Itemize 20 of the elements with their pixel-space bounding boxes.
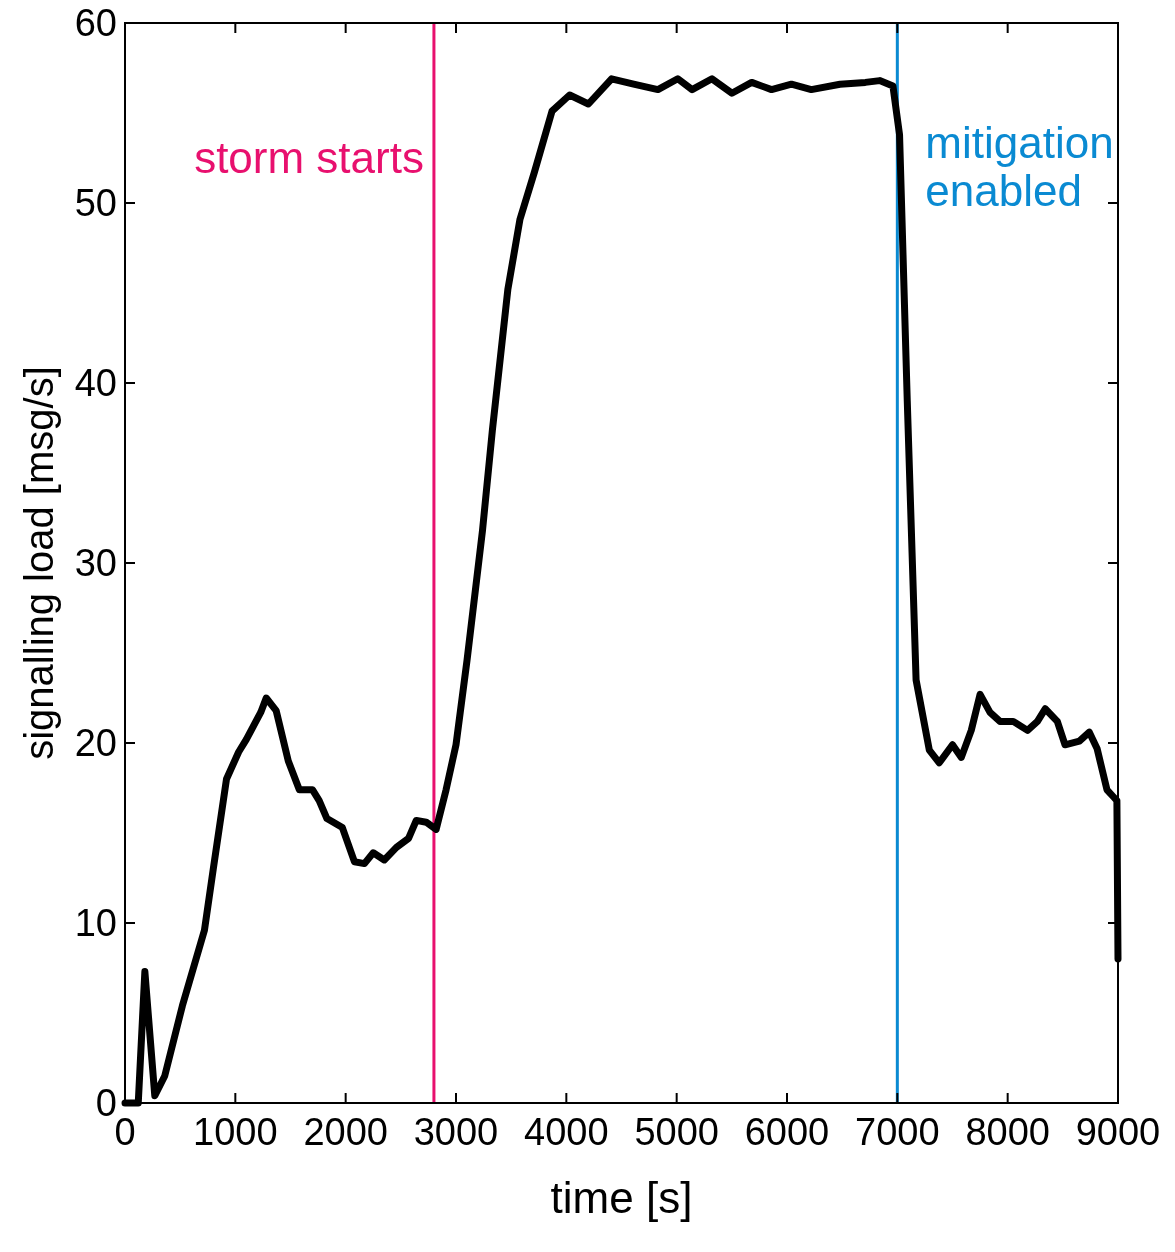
x-tick-label: 9000 [1075,1111,1161,1153]
y-tick-label: 30 [74,542,117,585]
y-axis-title: signalling load [msg/s] [17,366,61,760]
y-tick-label: 10 [74,902,117,945]
y-tick-label: 20 [74,722,117,765]
ref-line-label: storm starts [194,133,424,182]
x-tick-label: 4000 [524,1111,609,1153]
y-tick-label: 0 [95,1082,117,1125]
y-tick-label: 60 [74,2,117,45]
y-tick-label: 40 [74,362,117,405]
ref-line-label: mitigation enabled [925,118,1114,216]
x-tick-label: 6000 [744,1111,830,1153]
x-tick-label: 8000 [965,1111,1050,1153]
x-axis-title: time [s] [550,1173,693,1222]
x-tick-label: 3000 [413,1111,499,1153]
x-tick-label: 2000 [303,1111,388,1153]
x-tick-label: 5000 [634,1111,719,1153]
y-tick-label: 50 [74,182,117,225]
x-tick-label: 7000 [855,1111,940,1153]
x-tick-label: 1000 [193,1111,278,1153]
